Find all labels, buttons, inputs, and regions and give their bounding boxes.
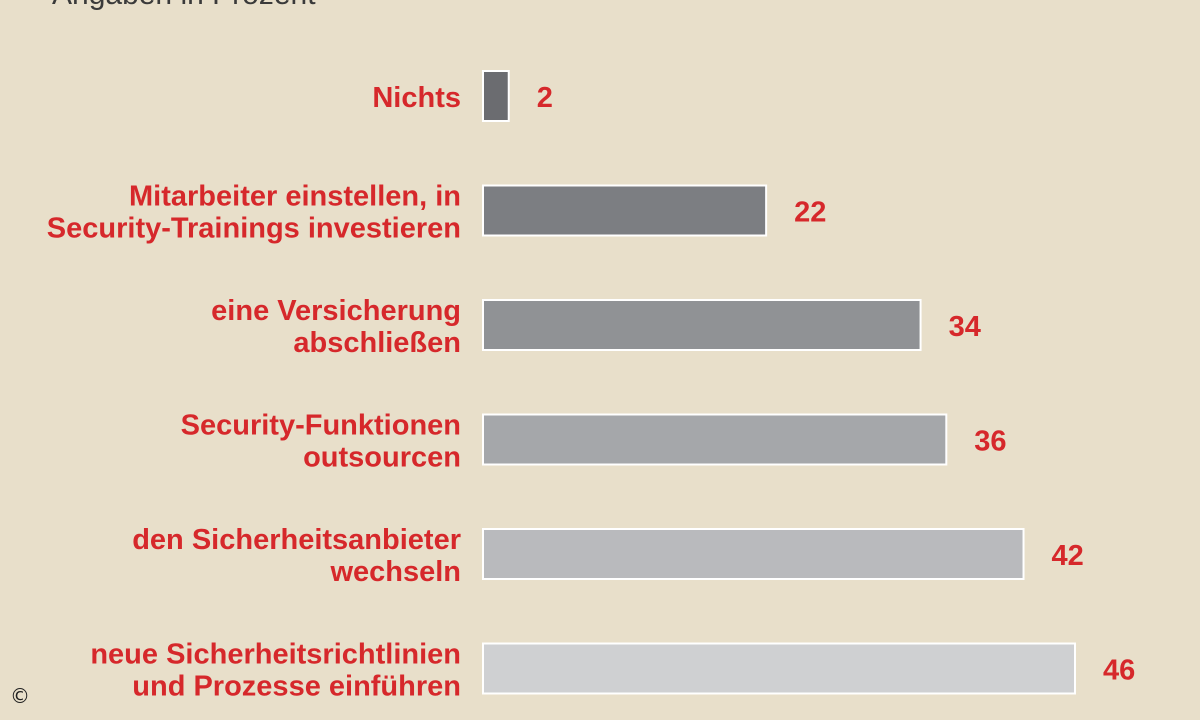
bar-3	[482, 299, 922, 351]
value-label-3: 34	[949, 311, 981, 343]
value-label-2: 22	[794, 197, 826, 229]
chart-subtitle: Angaben in Prozent	[52, 0, 316, 12]
category-label-6-line-2: und Prozesse einführen	[132, 671, 461, 703]
copyright-icon: ©	[10, 684, 30, 708]
category-label-6-line-1: neue Sicherheitsrichtlinien	[90, 639, 461, 671]
category-label-1-line-1: Nichts	[372, 82, 461, 114]
category-label-5-line-2: wechseln	[329, 556, 461, 588]
bar-1	[482, 70, 510, 122]
category-label-5-line-1: den Sicherheitsanbieter	[132, 524, 461, 556]
category-label-2-line-1: Mitarbeiter einstellen, in	[129, 181, 461, 213]
category-label-3-line-2: abschließen	[293, 327, 461, 359]
value-label-6: 46	[1103, 655, 1135, 687]
category-label-2-line-2: Security-Trainings investieren	[47, 213, 461, 245]
value-label-4: 36	[974, 426, 1006, 458]
category-label-4-line-2: outsourcen	[303, 442, 461, 474]
category-label-3-line-1: eine Versicherung	[211, 295, 461, 327]
bar-2	[482, 184, 768, 237]
category-label-4-line-1: Security-Funktionen	[181, 410, 461, 442]
value-label-1: 2	[537, 82, 553, 114]
bar-4	[482, 413, 948, 466]
bar-6	[482, 642, 1076, 695]
value-label-5: 42	[1052, 540, 1084, 572]
bar-5	[482, 528, 1025, 580]
